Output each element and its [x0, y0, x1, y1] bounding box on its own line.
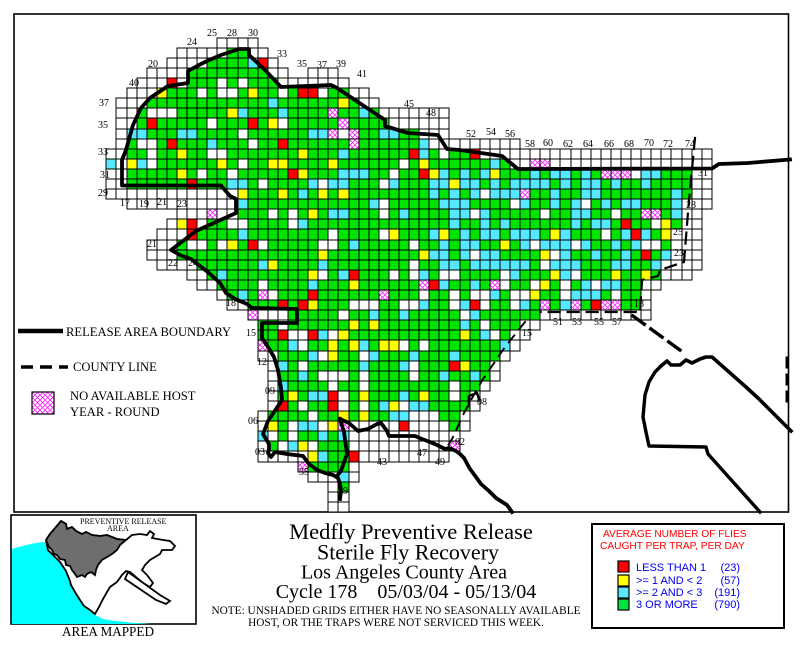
svg-text:12: 12 [257, 357, 267, 368]
svg-text:18: 18 [634, 299, 644, 310]
svg-text:Cycle 178 05/03/04 - 05/13/: Cycle 178 05/03/04 - 05/13/04 [276, 581, 537, 603]
svg-text:21: 21 [147, 239, 157, 250]
svg-text:Sterile Fly Recovery: Sterile Fly Recovery [317, 540, 499, 565]
svg-text:39: 39 [338, 486, 348, 497]
svg-text:62: 62 [563, 139, 573, 150]
svg-text:37: 37 [317, 60, 327, 71]
svg-text:(57): (57) [720, 575, 740, 587]
svg-text:(191): (191) [714, 587, 740, 599]
svg-text:(23): (23) [720, 562, 740, 574]
svg-text:64: 64 [583, 139, 593, 150]
svg-text:AREA: AREA [107, 524, 129, 533]
svg-text:28: 28 [227, 28, 237, 39]
svg-text:09: 09 [265, 386, 275, 397]
svg-text:LESS THAN 1: LESS THAN 1 [636, 562, 706, 574]
svg-text:58: 58 [525, 139, 535, 150]
svg-text:70: 70 [644, 138, 654, 149]
svg-text:29: 29 [98, 188, 108, 199]
svg-text:CAUGHT PER TRAP, PER DAY: CAUGHT PER TRAP, PER DAY [600, 541, 745, 552]
svg-text:53: 53 [572, 317, 582, 328]
svg-text:24: 24 [187, 37, 197, 48]
svg-text:22: 22 [168, 258, 178, 269]
svg-text:NO AVAILABLE HOST: NO AVAILABLE HOST [70, 389, 196, 403]
svg-text:PREVENTIVE RELEASE: PREVENTIVE RELEASE [80, 517, 167, 526]
svg-text:40: 40 [129, 78, 139, 89]
svg-text:66: 66 [604, 139, 614, 150]
svg-text:45: 45 [404, 99, 414, 110]
svg-text:02: 02 [455, 437, 465, 448]
svg-text:17: 17 [120, 198, 130, 209]
svg-text:06: 06 [248, 416, 258, 427]
svg-text:20: 20 [148, 59, 158, 70]
svg-text:35: 35 [297, 59, 307, 70]
svg-text:25: 25 [673, 227, 683, 238]
svg-text:23: 23 [674, 248, 684, 259]
svg-text:3 OR MORE: 3 OR MORE [636, 599, 698, 611]
svg-text:18: 18 [226, 298, 236, 309]
svg-text:56: 56 [505, 129, 515, 140]
svg-text:39: 39 [336, 59, 346, 70]
svg-text:AVERAGE NUMBER OF FLIES: AVERAGE NUMBER OF FLIES [603, 529, 747, 540]
svg-text:RELEASE AREA BOUNDARY: RELEASE AREA BOUNDARY [66, 325, 231, 339]
svg-text:28: 28 [686, 200, 696, 211]
svg-text:60: 60 [543, 138, 553, 149]
svg-text:47: 47 [417, 448, 427, 459]
svg-text:72: 72 [663, 139, 673, 150]
svg-text:33: 33 [277, 49, 287, 60]
svg-text:Medfly Preventive Release: Medfly Preventive Release [289, 519, 533, 544]
svg-text:Los Angeles County Area: Los Angeles County Area [301, 562, 507, 584]
svg-text:>= 2 AND < 3: >= 2 AND < 3 [636, 587, 702, 599]
svg-text:03: 03 [255, 447, 265, 458]
svg-text:74: 74 [685, 139, 695, 150]
svg-text:31: 31 [698, 168, 708, 179]
svg-text:48: 48 [426, 108, 436, 119]
svg-text:31: 31 [100, 170, 110, 181]
svg-text:COUNTY LINE: COUNTY LINE [73, 360, 157, 374]
svg-text:43: 43 [377, 457, 387, 468]
svg-text:49: 49 [435, 457, 445, 468]
svg-text:15: 15 [522, 328, 532, 339]
svg-text:YEAR - ROUND: YEAR - ROUND [70, 405, 160, 419]
svg-text:35: 35 [98, 120, 108, 131]
svg-text:21: 21 [157, 197, 167, 208]
svg-text:54: 54 [486, 127, 496, 138]
svg-text:08: 08 [477, 397, 487, 408]
svg-text:30: 30 [248, 28, 258, 39]
svg-text:37: 37 [99, 98, 109, 109]
svg-text:25: 25 [207, 28, 217, 39]
svg-text:23: 23 [177, 199, 187, 210]
svg-text:19: 19 [139, 199, 149, 210]
svg-text:52: 52 [466, 129, 476, 140]
svg-text:15: 15 [246, 328, 256, 339]
svg-text:24: 24 [188, 258, 198, 269]
svg-text:55: 55 [594, 317, 604, 328]
svg-text:(790): (790) [714, 599, 740, 611]
svg-text:>= 1 AND < 2: >= 1 AND < 2 [636, 575, 702, 587]
svg-text:HOST, OR THE TRAPS WERE NOT SE: HOST, OR THE TRAPS WERE NOT SERVICED THI… [248, 617, 544, 629]
svg-text:68: 68 [624, 139, 634, 150]
svg-text:41: 41 [357, 69, 367, 80]
svg-text:NOTE: UNSHADED GRIDS EITHER HA: NOTE: UNSHADED GRIDS EITHER HAVE NO SEAS… [211, 605, 580, 617]
svg-text:51: 51 [553, 317, 563, 328]
svg-text:AREA MAPPED: AREA MAPPED [62, 624, 154, 639]
svg-text:33: 33 [98, 147, 108, 158]
svg-text:57: 57 [612, 317, 622, 328]
svg-text:35: 35 [299, 467, 309, 478]
